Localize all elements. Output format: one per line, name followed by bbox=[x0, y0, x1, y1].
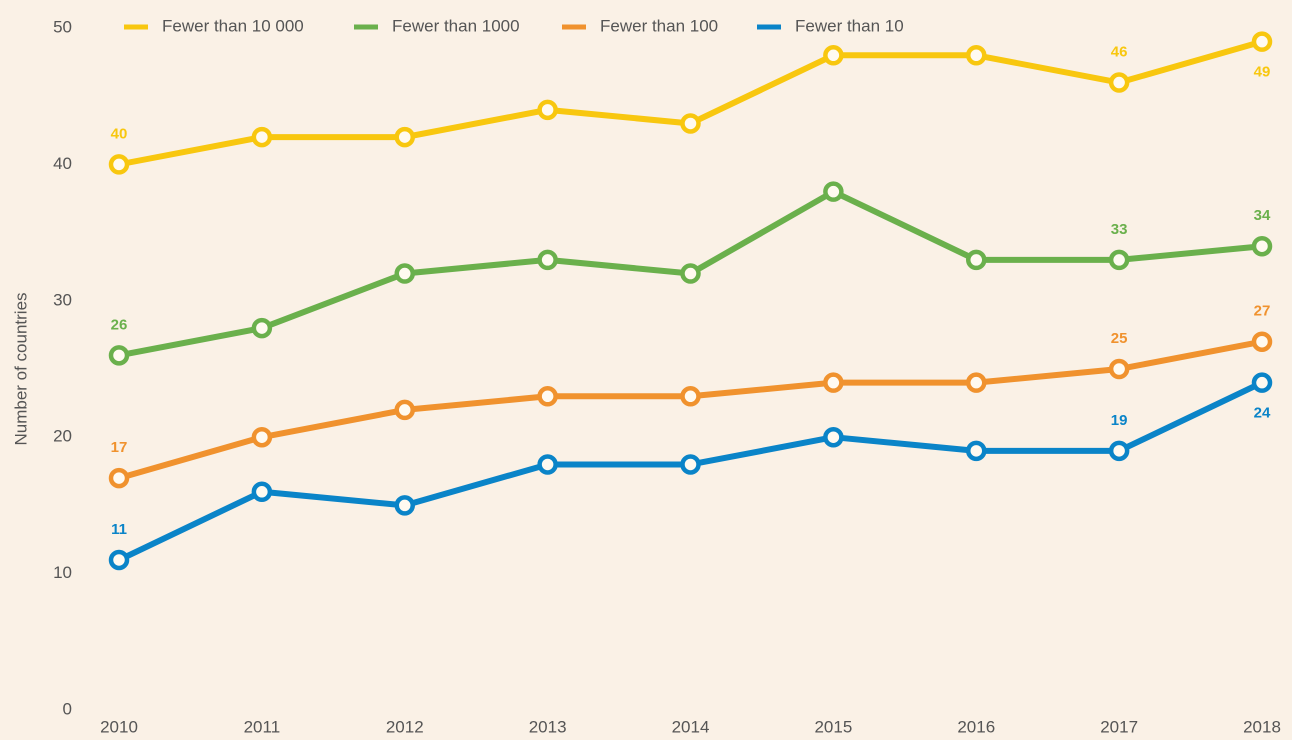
data-label: 46 bbox=[1111, 44, 1128, 61]
point-marker bbox=[823, 426, 844, 448]
point-marker bbox=[537, 99, 558, 121]
point-marker bbox=[537, 249, 558, 271]
x-tick-label: 2016 bbox=[957, 717, 995, 736]
data-label: 24 bbox=[1254, 405, 1271, 422]
data-label: 25 bbox=[1111, 330, 1128, 347]
y-tick-label: 40 bbox=[53, 154, 72, 173]
point-marker bbox=[966, 372, 987, 393]
legend-label: Fewer than 1000 bbox=[392, 16, 520, 35]
point-marker bbox=[1251, 331, 1273, 352]
point-marker bbox=[1251, 31, 1273, 52]
point-marker bbox=[823, 45, 844, 66]
point-marker bbox=[680, 454, 701, 475]
point-marker bbox=[108, 467, 130, 489]
point-marker bbox=[394, 126, 415, 148]
point-marker bbox=[537, 386, 558, 407]
y-tick-label: 30 bbox=[53, 290, 72, 309]
point-marker bbox=[966, 249, 987, 271]
legend-label: Fewer than 10 bbox=[795, 16, 904, 35]
x-tick-label: 2012 bbox=[386, 717, 424, 736]
point-marker bbox=[1108, 72, 1130, 93]
legend-label: Fewer than 10 000 bbox=[162, 16, 304, 35]
point-marker bbox=[823, 181, 844, 202]
x-tick-label: 2011 bbox=[244, 717, 281, 736]
point-marker bbox=[966, 440, 987, 462]
data-label: 11 bbox=[111, 521, 127, 538]
y-tick-label: 20 bbox=[53, 427, 72, 446]
y-tick-label: 10 bbox=[53, 563, 72, 582]
point-marker bbox=[680, 386, 701, 407]
x-tick-label: 2010 bbox=[100, 717, 138, 736]
point-marker bbox=[966, 45, 987, 66]
point-marker bbox=[108, 549, 130, 571]
point-marker bbox=[537, 454, 558, 475]
legend-label: Fewer than 100 bbox=[600, 16, 718, 35]
x-tick-label: 2017 bbox=[1100, 717, 1138, 736]
data-label: 40 bbox=[111, 125, 128, 142]
point-marker bbox=[251, 426, 273, 448]
y-axis-label: Number of countries bbox=[11, 292, 30, 445]
point-marker bbox=[251, 481, 273, 503]
data-label: 19 bbox=[1111, 412, 1128, 429]
point-marker bbox=[108, 154, 130, 175]
point-marker bbox=[680, 113, 701, 134]
point-marker bbox=[680, 263, 701, 284]
point-marker bbox=[1108, 440, 1130, 462]
data-label: 17 bbox=[111, 439, 128, 456]
point-marker bbox=[251, 126, 273, 148]
x-tick-label: 2014 bbox=[672, 717, 710, 736]
x-tick-label: 2013 bbox=[529, 717, 567, 736]
point-marker bbox=[823, 372, 844, 393]
point-marker bbox=[1108, 249, 1130, 271]
point-marker bbox=[1251, 372, 1273, 393]
point-marker bbox=[108, 345, 130, 366]
x-tick-label: 2018 bbox=[1243, 717, 1281, 736]
data-label: 49 bbox=[1254, 64, 1271, 81]
point-marker bbox=[394, 263, 415, 284]
point-marker bbox=[394, 495, 415, 516]
data-label: 27 bbox=[1254, 303, 1271, 320]
data-label: 26 bbox=[111, 316, 128, 333]
point-marker bbox=[1251, 235, 1273, 257]
y-tick-label: 0 bbox=[63, 699, 72, 718]
y-tick-label: 50 bbox=[53, 17, 72, 36]
point-marker bbox=[1108, 358, 1130, 380]
data-label: 33 bbox=[1111, 221, 1128, 238]
data-label: 34 bbox=[1254, 207, 1271, 224]
x-tick-label: 2015 bbox=[814, 717, 852, 736]
point-marker bbox=[251, 317, 273, 339]
point-marker bbox=[394, 399, 415, 421]
